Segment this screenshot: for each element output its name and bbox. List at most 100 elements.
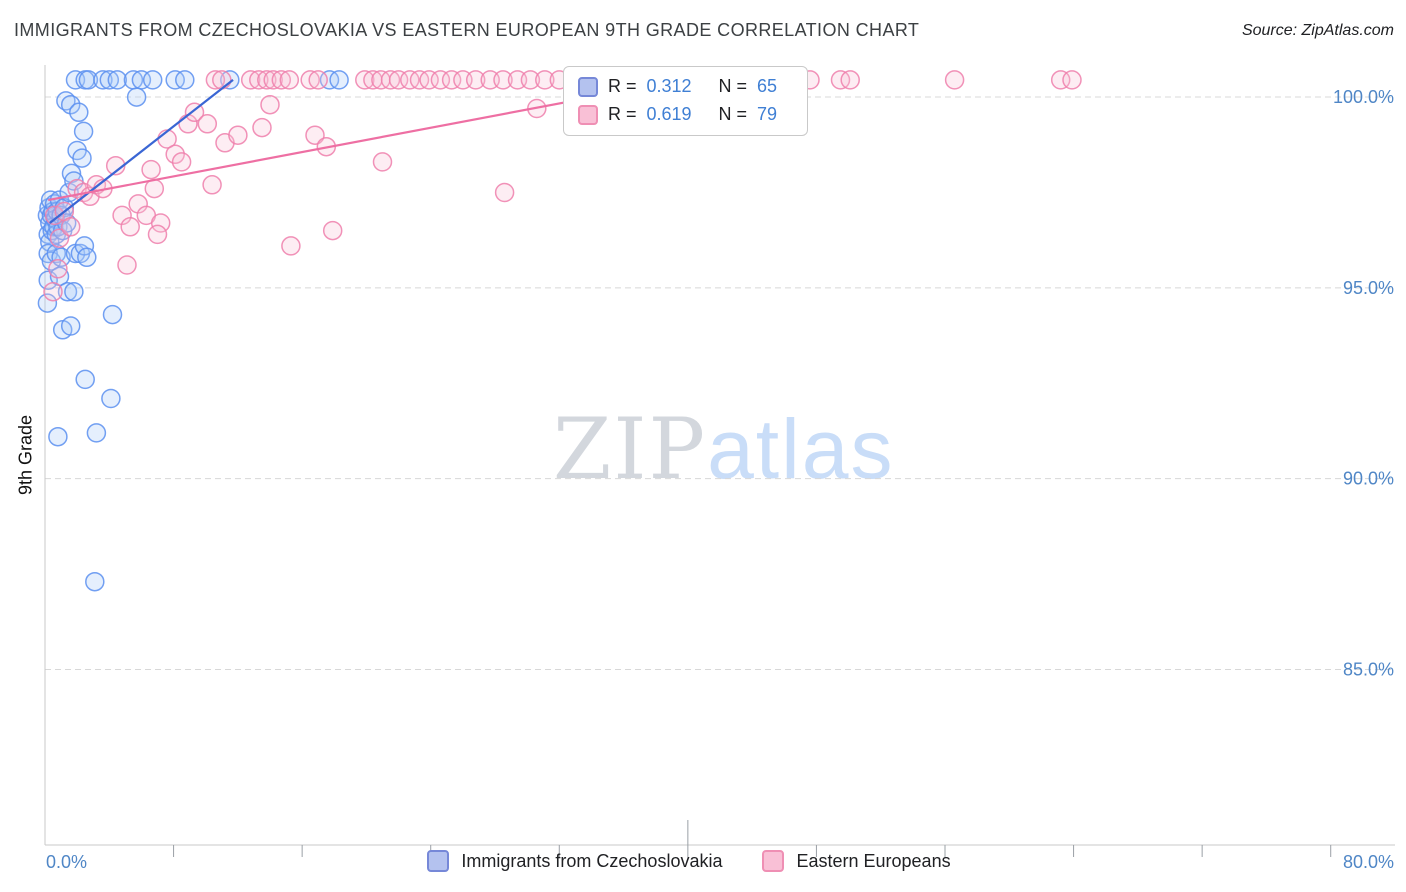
scatter-point-eastern-europeans: [249, 70, 269, 90]
scatter-point-czechoslovakia: [72, 148, 92, 168]
y-axis-label: 90.0%: [1343, 469, 1394, 489]
scatter-point-eastern-europeans: [372, 152, 393, 172]
scatter-point-eastern-europeans: [300, 70, 320, 90]
x-axis-max-label: 80.0%: [1342, 852, 1394, 872]
stats-row-czechoslovakia: R = 0.312 N = 65: [578, 76, 793, 97]
scatter-point-eastern-europeans: [355, 70, 375, 90]
scatter-point-czechoslovakia: [51, 247, 71, 268]
scatter-point-eastern-europeans: [465, 70, 486, 90]
scatter-point-eastern-europeans: [271, 70, 292, 90]
r-value: 0.619: [646, 104, 692, 124]
scatter-point-eastern-europeans: [535, 70, 555, 90]
scatter-point-eastern-europeans: [240, 70, 261, 90]
scatter-point-czechoslovakia: [48, 426, 68, 447]
scatter-point-eastern-europeans: [150, 213, 171, 233]
stats-row-eastern-europeans: R = 0.619 N = 79: [578, 104, 793, 125]
scatter-point-eastern-europeans: [147, 224, 168, 245]
scatter-point-eastern-europeans: [520, 70, 541, 90]
scatter-point-eastern-europeans: [281, 236, 301, 256]
scatter-point-czechoslovakia: [77, 247, 97, 268]
scatter-point-czechoslovakia: [220, 70, 240, 90]
scatter-point-eastern-europeans: [944, 70, 965, 90]
scatter-point-eastern-europeans: [202, 175, 222, 195]
scatter-point-eastern-europeans: [141, 159, 161, 180]
scatter-point-eastern-europeans: [44, 205, 65, 226]
scatter-point-czechoslovakia: [102, 304, 123, 325]
r-value: 0.312: [646, 76, 692, 96]
pink-series-swatch: [578, 104, 598, 125]
scatter-point-czechoslovakia: [60, 94, 81, 115]
x-axis-min-label: 0.0%: [46, 852, 88, 872]
scatter-point-czechoslovakia: [74, 236, 95, 256]
scatter-point-eastern-europeans: [493, 70, 513, 90]
chart-title: IMMIGRANTS FROM CZECHOSLOVAKIA VS EASTER…: [14, 20, 920, 40]
scatter-point-czechoslovakia: [329, 70, 349, 90]
y-axis-label: 100.0%: [1333, 87, 1394, 107]
scatter-point-eastern-europeans: [1050, 70, 1071, 90]
scatter-point-czechoslovakia: [64, 281, 84, 302]
scatter-point-eastern-europeans: [48, 259, 68, 279]
scatter-point-czechoslovakia: [78, 70, 99, 90]
legend-label-czechoslovakia: Immigrants from Czechoslovakia: [461, 850, 723, 871]
scatter-point-czechoslovakia: [69, 102, 89, 123]
scatter-point-czechoslovakia: [57, 281, 78, 302]
scatter-point-czechoslovakia: [99, 70, 120, 90]
scatter-point-eastern-europeans: [380, 70, 401, 90]
scatter-point-czechoslovakia: [107, 70, 128, 90]
scatter-point-eastern-europeans: [263, 70, 283, 90]
scatter-point-eastern-europeans: [212, 70, 232, 90]
scatter-point-eastern-europeans: [171, 152, 192, 172]
scatter-point-czechoslovakia: [101, 388, 121, 409]
scatter-point-czechoslovakia: [60, 316, 81, 336]
legend-blue-swatch: [427, 850, 450, 872]
scatter-point-eastern-europeans: [441, 70, 462, 90]
scatter-point-czechoslovakia: [126, 87, 147, 107]
scatter-point-czechoslovakia: [75, 369, 95, 390]
legend-pink-swatch: [762, 850, 785, 872]
legend-label-eastern-europeans: Eastern Europeans: [796, 850, 951, 871]
r-label: R =: [608, 76, 637, 96]
scatter-point-czechoslovakia: [85, 571, 105, 592]
scatter-point-czechoslovakia: [93, 70, 113, 90]
scatter-point-eastern-europeans: [205, 70, 226, 90]
scatter-point-eastern-europeans: [43, 281, 63, 302]
n-value: 79: [757, 104, 778, 124]
scatter-point-eastern-europeans: [322, 220, 343, 241]
scatter-point-eastern-europeans: [228, 125, 248, 145]
scatter-point-eastern-europeans: [305, 125, 325, 145]
scatter-point-eastern-europeans: [60, 217, 81, 237]
scatter-point-eastern-europeans: [279, 70, 300, 90]
scatter-point-eastern-europeans: [165, 144, 185, 165]
scatter-point-czechoslovakia: [175, 70, 195, 90]
n-value: 65: [757, 76, 778, 96]
trend-line-eastern-europeans: [48, 82, 664, 202]
scatter-point-czechoslovakia: [142, 70, 163, 90]
scatter-point-czechoslovakia: [86, 423, 107, 443]
bottom-legend: Immigrants from Czechoslovakia Eastern E…: [0, 850, 1406, 872]
trend-line-czechoslovakia: [49, 79, 234, 224]
correlation-stats-box: R = 0.312 N = 65 R = 0.619 N = 79: [563, 66, 809, 136]
scatter-point-eastern-europeans: [252, 117, 272, 138]
y-axis-label: 85.0%: [1343, 659, 1394, 679]
y-axis-label: 95.0%: [1343, 278, 1394, 298]
scatter-point-czechoslovakia: [37, 293, 58, 313]
scatter-point-eastern-europeans: [430, 70, 451, 90]
scatter-point-eastern-europeans: [257, 70, 277, 90]
scatter-point-czechoslovakia: [73, 121, 94, 142]
scatter-point-eastern-europeans: [197, 114, 218, 134]
scatter-point-eastern-europeans: [308, 70, 328, 90]
scatter-point-eastern-europeans: [117, 255, 137, 275]
scatter-point-eastern-europeans: [1062, 70, 1082, 90]
source-attribution: Source: ZipAtlas.com: [1241, 22, 1394, 39]
n-label: N =: [718, 104, 748, 124]
r-label: R =: [608, 104, 637, 124]
scatter-point-eastern-europeans: [120, 217, 140, 237]
scatter-point-eastern-europeans: [260, 94, 280, 115]
n-label: N =: [718, 76, 748, 96]
scatter-point-eastern-europeans: [494, 182, 515, 203]
scatter-point-eastern-europeans: [840, 70, 860, 90]
scatter-point-eastern-europeans: [419, 70, 439, 90]
scatter-point-eastern-europeans: [388, 70, 409, 90]
